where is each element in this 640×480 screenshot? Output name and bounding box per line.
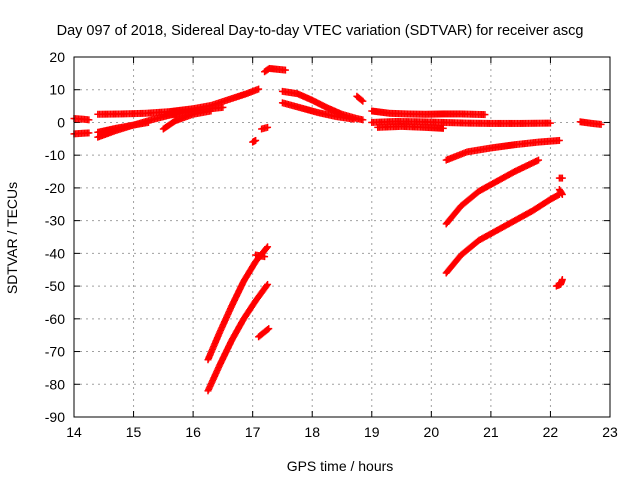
data-point [264,325,272,333]
data-point [85,116,93,124]
data-point [263,244,271,252]
x-tick-label: 23 [602,424,618,440]
data-point [264,280,272,288]
data-point [555,136,563,144]
data-point [219,103,227,111]
axis-tick-labels: 14 15 16 17 18 19 20 21 22 23 -90 -80 -70 -60 -50 -40 -3… [45,49,618,440]
x-tick-label: 21 [483,424,499,440]
x-tick-label: 16 [185,424,201,440]
data-point [255,85,263,93]
y-tick-label: -50 [45,278,65,294]
data-point [264,243,272,251]
y-tick-label: 10 [49,82,65,98]
data-point [558,276,566,284]
y-tick-label: -20 [45,180,65,196]
data-point [263,282,271,290]
data-point [546,119,554,127]
data-point [350,115,358,123]
y-tick-label: -40 [45,245,65,261]
x-tick-label: 18 [304,424,320,440]
data-point [535,156,543,164]
data-point [85,129,93,137]
x-tick-label: 22 [543,424,559,440]
data-point [281,66,289,74]
data-point [481,111,489,119]
data-point [358,96,366,104]
plot-frame [73,56,611,418]
data-points [70,64,605,395]
data-point [252,136,260,144]
data-point [597,120,605,128]
x-axis-label: GPS time / hours [287,458,394,474]
y-tick-label: 0 [57,114,65,130]
data-point [359,116,367,124]
x-tick-label: 19 [364,424,380,440]
y-axis-label: SDTVAR / TECUs [4,182,20,294]
data-point [265,325,273,333]
y-tick-label: -10 [45,147,65,163]
y-tick-label: -60 [45,311,65,327]
data-point [264,123,272,131]
data-point [439,124,447,132]
data-point [558,174,566,182]
y-tick-label: 20 [49,49,65,65]
data-point [144,118,152,126]
y-tick-label: -80 [45,376,65,392]
data-point [359,97,367,105]
x-tick-label: 17 [245,424,261,440]
data-point [558,190,566,198]
chart-title: Day 097 of 2018, Sidereal Day-to-day VTE… [57,23,584,39]
x-tick-label: 15 [126,424,142,440]
y-tick-label: -30 [45,213,65,229]
x-tick-label: 20 [424,424,440,440]
y-tick-label: -90 [45,409,65,425]
data-point [261,253,269,261]
data-point [207,107,215,115]
y-tick-label: -70 [45,344,65,360]
x-tick-label: 14 [66,424,82,440]
